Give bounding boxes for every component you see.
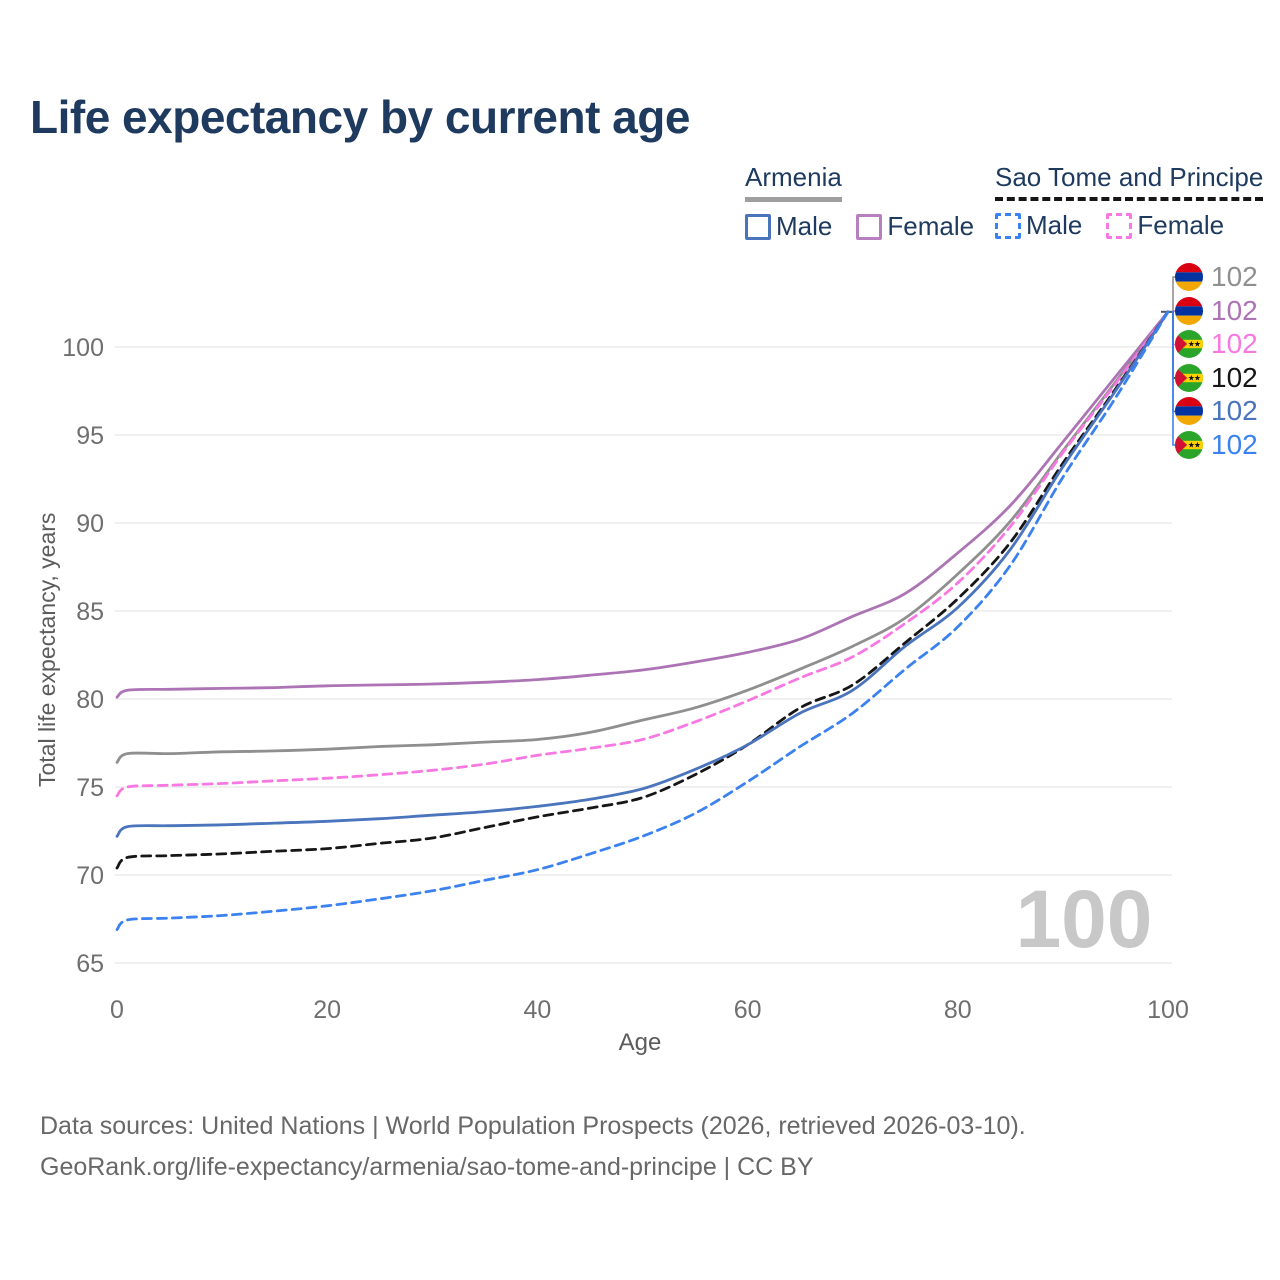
armenia-flag-icon	[1175, 397, 1203, 425]
y-axis-title: Total life expectancy, years	[34, 512, 60, 788]
y-tick-label: 70	[76, 862, 104, 890]
legend-label-sao-tome-male[interactable]: Male	[1026, 210, 1083, 240]
x-tick-label: 100	[1147, 996, 1189, 1024]
y-tick-label: 90	[76, 510, 104, 538]
y-tick-label: 100	[62, 334, 104, 362]
x-tick-label: 80	[944, 996, 972, 1024]
x-tick-label: 40	[523, 996, 551, 1024]
legend-row-sao-tome: Male Female	[995, 210, 1263, 241]
legend-country-sao-tome[interactable]: Sao Tome and Principe	[995, 162, 1264, 201]
y-tick-label: 75	[76, 774, 104, 802]
legend-swatch-sao-tome-male[interactable]	[995, 212, 1021, 239]
series-line	[115, 310, 1170, 699]
y-tick-label: 65	[76, 950, 104, 978]
watermark-layer: 100	[1016, 874, 1153, 965]
endpoint-label-row: 102	[1175, 395, 1258, 427]
legend-swatch-armenia-male[interactable]	[745, 213, 771, 240]
endpoint-label-row: 102	[1175, 362, 1258, 394]
axis-ticks: 65 70 75 80 85 90 95 100 0 20 40 60 80 100	[62, 334, 1189, 1024]
y-tick-label: 95	[76, 422, 104, 450]
y-tick-label: 80	[76, 686, 104, 714]
gridlines	[115, 346, 1172, 964]
endpoint-value: 102	[1211, 429, 1258, 460]
sao-tome-flag-icon	[1175, 330, 1203, 358]
x-tick-label: 20	[313, 996, 341, 1024]
endpoint-label-row: 102	[1175, 328, 1258, 360]
watermark-text: 100	[1016, 874, 1153, 965]
legend-country-armenia[interactable]: Armenia	[745, 162, 842, 202]
endpoint-value: 102	[1211, 328, 1258, 359]
x-tick-label: 0	[110, 996, 124, 1024]
y-tick-label: 85	[76, 598, 104, 626]
legend-group-sao-tome: Sao Tome and Principe Male Female	[995, 162, 1264, 241]
endpoint-value: 102	[1211, 261, 1258, 292]
legend-swatch-sao-tome-female[interactable]	[1106, 212, 1133, 239]
sao-tome-flag-icon	[1175, 431, 1203, 459]
endpoint-label-row: 102	[1175, 261, 1258, 293]
endpoint-value: 102	[1211, 395, 1258, 426]
sao-tome-flag-icon	[1175, 364, 1203, 392]
endpoint-label-row: 102	[1175, 429, 1258, 461]
legend-row-armenia: Male Female	[745, 211, 974, 242]
legend-label-armenia-female[interactable]: Female	[887, 211, 975, 241]
footer-attribution-line: GeoRank.org/life-expectancy/armenia/sao-…	[40, 1153, 814, 1181]
series-line	[115, 310, 1170, 798]
legend-label-armenia-male[interactable]: Male	[776, 211, 833, 241]
legend-label-sao-tome-female[interactable]: Female	[1137, 210, 1225, 240]
armenia-flag-icon	[1175, 263, 1203, 291]
series-line	[115, 310, 1170, 931]
series-lines	[115, 310, 1170, 931]
footer: Data sources: United Nations | World Pop…	[40, 1106, 1026, 1188]
x-tick-label: 60	[734, 996, 762, 1024]
armenia-flag-icon	[1175, 297, 1203, 325]
series-line	[115, 310, 1170, 870]
x-axis-title: Age	[619, 1029, 662, 1056]
page-title: Life expectancy by current age	[30, 91, 690, 143]
series-line	[115, 310, 1170, 764]
endpoint-label-row: 102	[1175, 295, 1258, 327]
legend-group-armenia: Armenia Male Female	[745, 162, 974, 242]
endpoint-value: 102	[1211, 362, 1258, 393]
endpoint-value: 102	[1211, 295, 1258, 326]
footer-source-line: Data sources: United Nations | World Pop…	[40, 1112, 1026, 1140]
series-line	[115, 310, 1170, 838]
legend-swatch-armenia-female[interactable]	[856, 213, 883, 240]
